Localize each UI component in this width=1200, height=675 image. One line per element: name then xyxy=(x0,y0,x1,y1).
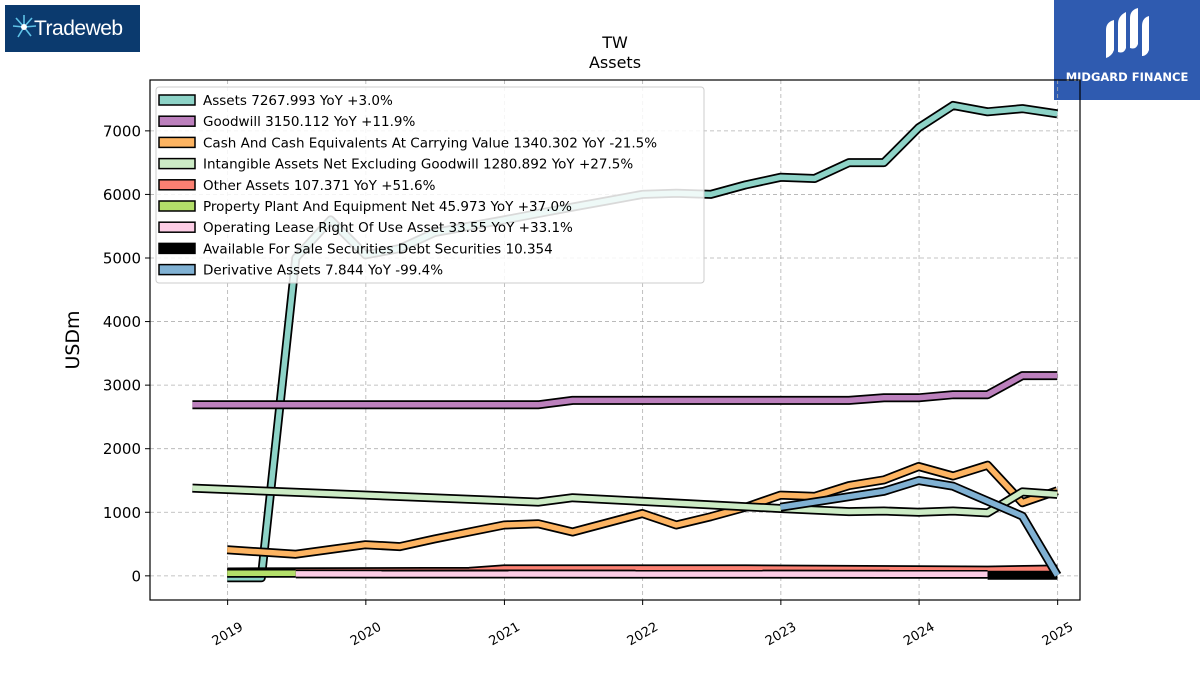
legend-entry-label: Assets 7267.993 YoY +3.0% xyxy=(203,93,393,109)
legend-swatch xyxy=(158,94,196,106)
legend-swatch xyxy=(158,136,196,149)
legend-entry-label: Derivative Assets 7.844 YoY -99.4% xyxy=(203,263,443,279)
legend-swatch xyxy=(158,221,196,233)
legend-swatch xyxy=(158,115,196,127)
y-axis-label: USDm xyxy=(62,310,84,369)
series-line-2 xyxy=(227,462,1059,557)
y-axis-ticks: 0 1000 2000 3000 4000 5000 6000 7000 xyxy=(103,122,150,585)
y-tick-label: 6000 xyxy=(103,186,141,204)
legend-box xyxy=(155,86,705,284)
midgard-mark-icon xyxy=(1106,8,1149,58)
legend: Assets 7267.993 YoY +3.0% Goodwill 3150.1… xyxy=(155,86,705,284)
y-tick-label: 5000 xyxy=(103,249,141,267)
y-tick-label: 1000 xyxy=(103,504,141,522)
chart-title: TW xyxy=(601,33,628,52)
legend-swatch xyxy=(158,263,196,276)
y-tick-label: 0 xyxy=(131,567,141,585)
midgard-finance-logo: MIDGARD FINANCE xyxy=(1054,0,1200,100)
legend-entry-label: Available For Sale Securities Debt Secur… xyxy=(203,241,553,257)
legend-entry-label: Operating Lease Right Of Use Asset 33.55… xyxy=(203,220,573,236)
y-tick-label: 7000 xyxy=(103,122,141,140)
y-tick-label: 3000 xyxy=(103,377,141,395)
tradeweb-logo-text: Tradeweb xyxy=(34,17,123,40)
starburst-icon xyxy=(12,15,37,38)
x-tick-label: 2023 xyxy=(763,620,799,650)
x-tick-label: 2024 xyxy=(901,620,937,650)
chart-subtitle: Assets xyxy=(589,53,641,72)
x-axis-ticks: 2019 2020 2021 2022 2023 2024 2025 xyxy=(210,600,1076,649)
legend-entry-label: Cash And Cash Equivalents At Carrying Va… xyxy=(203,135,657,151)
legend-swatch xyxy=(158,179,196,191)
x-tick-label: 2022 xyxy=(625,620,661,650)
legend-swatch xyxy=(158,200,196,212)
y-tick-label: 4000 xyxy=(103,313,141,331)
legend-swatch xyxy=(158,242,196,255)
legend-entry-label: Other Assets 107.371 YoY +51.6% xyxy=(203,178,436,194)
x-tick-label: 2020 xyxy=(348,620,384,650)
series-line-8 xyxy=(780,477,1060,577)
legend-entry-label: Intangible Assets Net Excluding Goodwill… xyxy=(203,157,633,173)
plot-frame xyxy=(149,79,1081,601)
y-tick-label: 2000 xyxy=(103,440,141,458)
midgard-finance-logo-text: MIDGARD FINANCE xyxy=(1065,70,1189,84)
tradeweb-logo: Tradeweb xyxy=(5,5,140,52)
x-tick-label: 2025 xyxy=(1040,620,1076,650)
legend-entry-label: Goodwill 3150.112 YoY +11.9% xyxy=(203,114,415,130)
legend-swatch xyxy=(158,157,196,170)
series-line-1 xyxy=(192,372,1058,408)
legend-entry-label: Property Plant And Equipment Net 45.973 … xyxy=(203,199,572,215)
x-tick-label: 2019 xyxy=(210,620,246,650)
x-tick-label: 2021 xyxy=(487,620,523,650)
